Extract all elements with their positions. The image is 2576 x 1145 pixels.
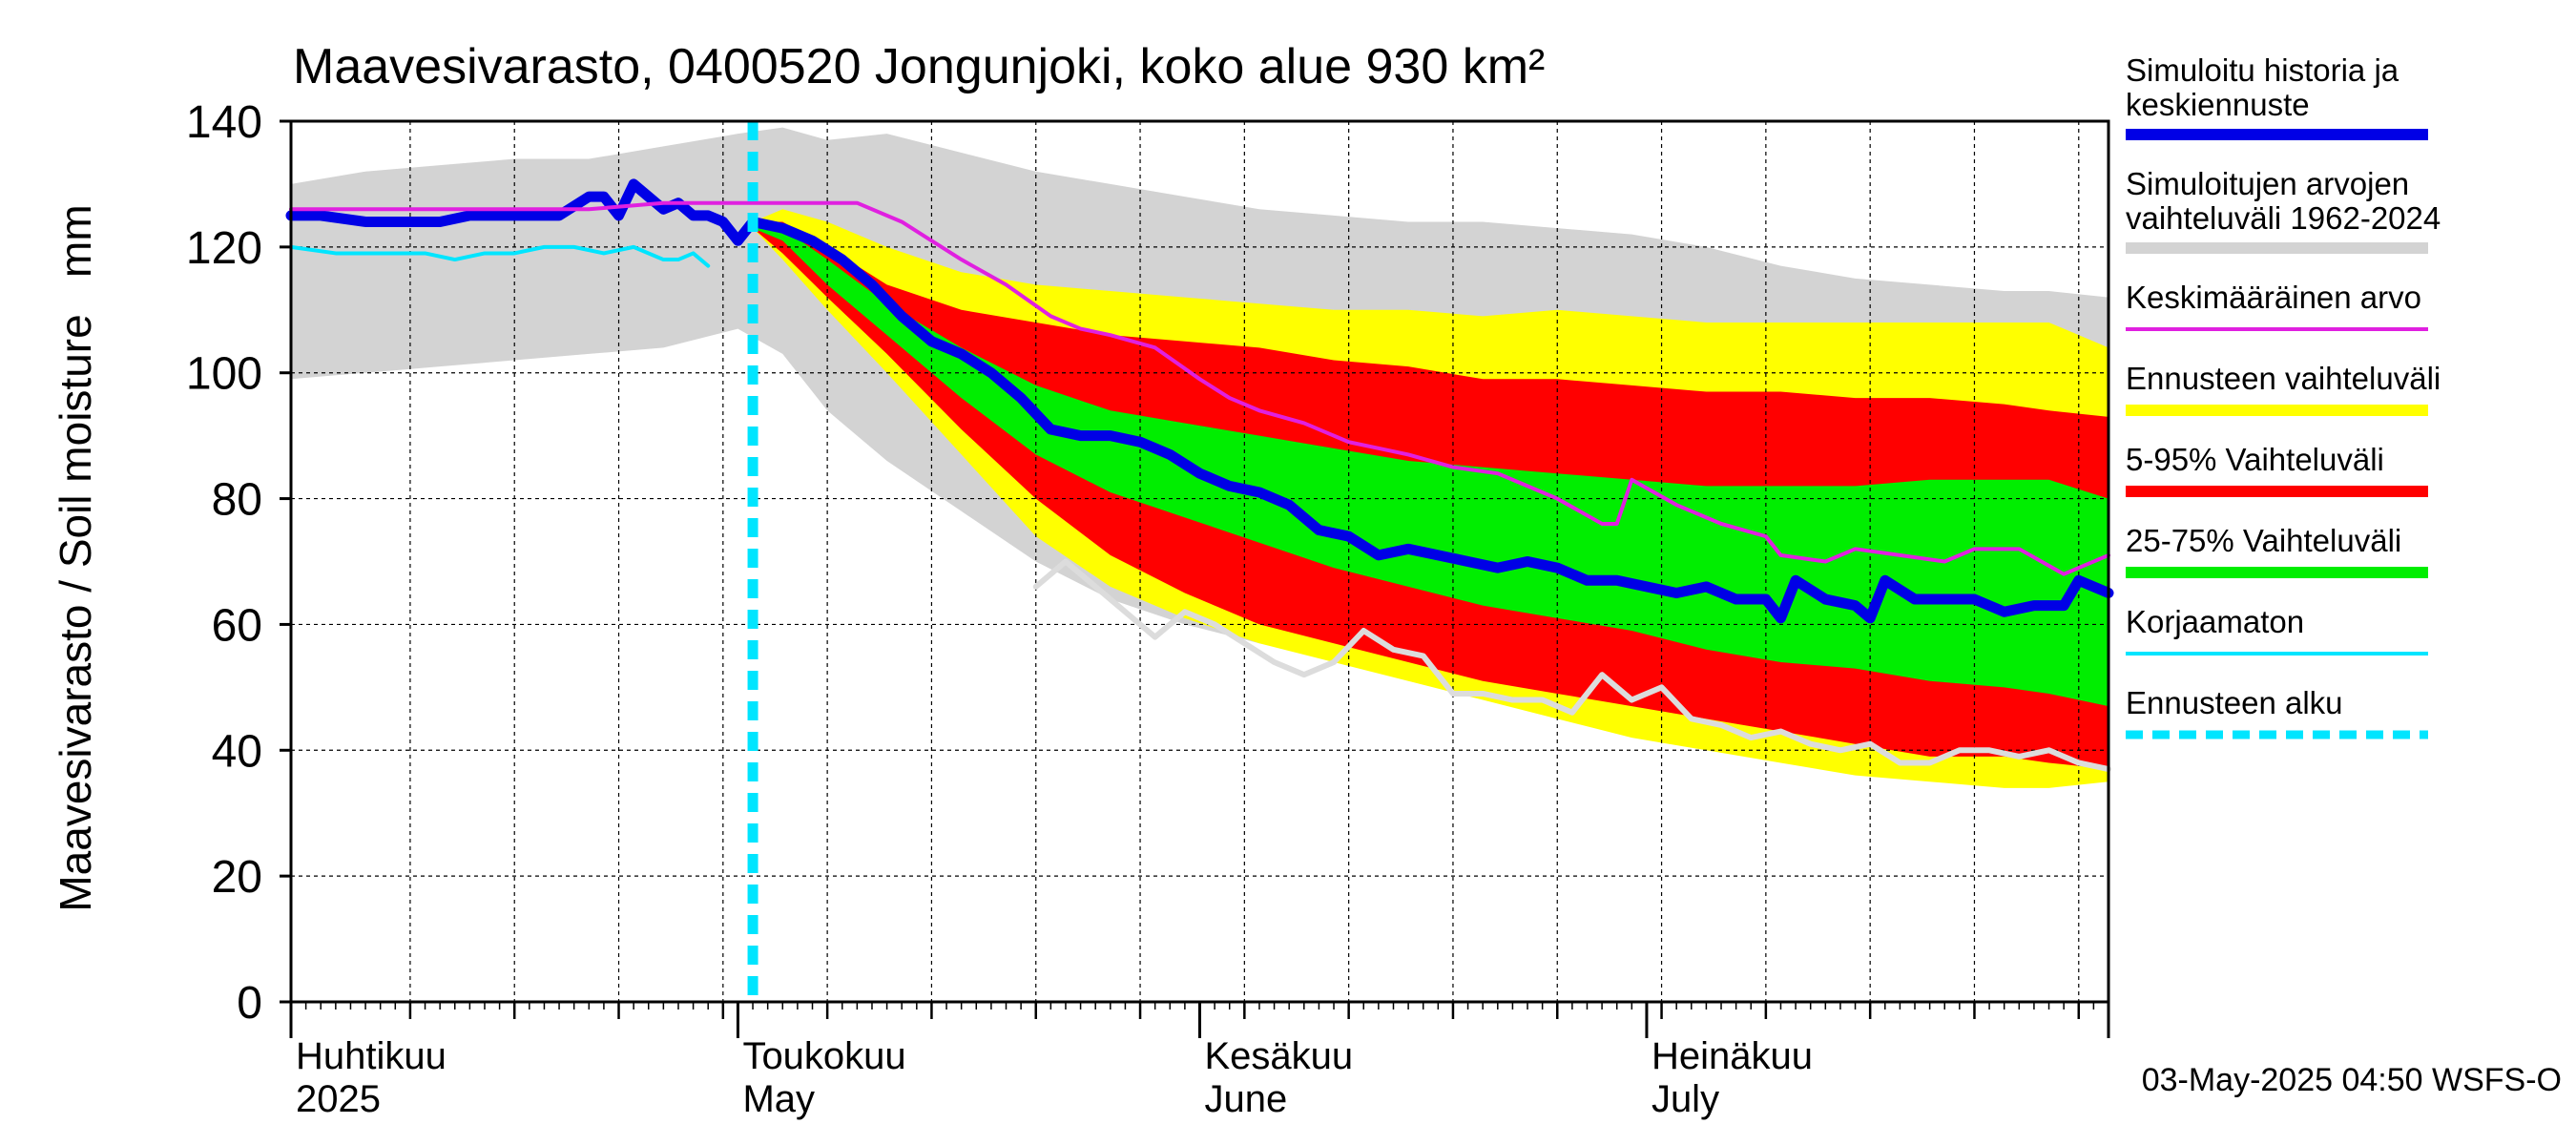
y-axis-ticks: 0 20 40 60 80 100 120 140 xyxy=(186,97,291,1029)
y-axis-label: Maavesivarasto / Soil moisture mm xyxy=(51,204,100,911)
legend-sublabel-history: keskiennuste xyxy=(2126,87,2310,122)
legend-label-mean: Keskimääräinen arvo xyxy=(2126,280,2421,315)
x-month-sublabel-toukokuu: May xyxy=(742,1078,815,1120)
line-havaittu-harmaa xyxy=(1032,558,2111,773)
y-tick-label-100: 100 xyxy=(186,349,262,400)
chart-title: Maavesivarasto, 0400520 Jongunjoki, koko… xyxy=(293,39,1545,94)
x-month-sublabel-kes-kuu: June xyxy=(1205,1078,1288,1120)
line-keskim-r-inen-arvo xyxy=(289,200,2110,576)
y-tick-label-80: 80 xyxy=(212,475,262,526)
y-tick-label-20: 20 xyxy=(212,852,262,903)
series-lines xyxy=(285,178,2114,773)
y-tick-label-140: 140 xyxy=(186,97,262,148)
x-month-label-huhtikuu: Huhtikuu xyxy=(296,1035,447,1077)
legend-label-p25_75: 25-75% Vaihteluväli xyxy=(2126,523,2401,558)
y-tick-label-60: 60 xyxy=(212,600,262,651)
x-month-label-toukokuu: Toukokuu xyxy=(742,1035,905,1077)
band-25-75-vaihteluv-li xyxy=(753,221,2109,707)
x-month-sublabel-huhtikuu: 2025 xyxy=(296,1078,381,1120)
legend-label-history: Simuloitu historia ja xyxy=(2126,52,2399,88)
x-month-sublabel-hein-kuu: July xyxy=(1652,1078,1719,1120)
timestamp-label: 03-May-2025 04:50 WSFS-O xyxy=(2142,1062,2562,1098)
legend-label-p5_95: 5-95% Vaihteluväli xyxy=(2126,442,2384,477)
legend-label-forecast_start: Ennusteen alku xyxy=(2126,685,2343,720)
line-korjaamaton xyxy=(289,244,711,268)
x-month-label-hein-kuu: Heinäkuu xyxy=(1652,1035,1813,1077)
legend-label-forecast_range: Ennusteen vaihteluväli xyxy=(2126,361,2441,396)
grid-lines xyxy=(291,120,2109,1002)
legend-label-range_hist: Simuloitujen arvojen xyxy=(2126,166,2409,201)
line-keskiennuste xyxy=(747,216,2114,624)
legend-sublabel-range_hist: vaihteluväli 1962-2024 xyxy=(2126,200,2441,236)
y-tick-label-120: 120 xyxy=(186,223,262,274)
x-month-label-kes-kuu: Kesäkuu xyxy=(1205,1035,1354,1077)
range-bands xyxy=(291,127,2109,788)
y-tick-label-40: 40 xyxy=(212,726,262,777)
y-tick-label-0: 0 xyxy=(237,978,262,1029)
legend-label-uncorrected: Korjaamaton xyxy=(2126,604,2304,639)
